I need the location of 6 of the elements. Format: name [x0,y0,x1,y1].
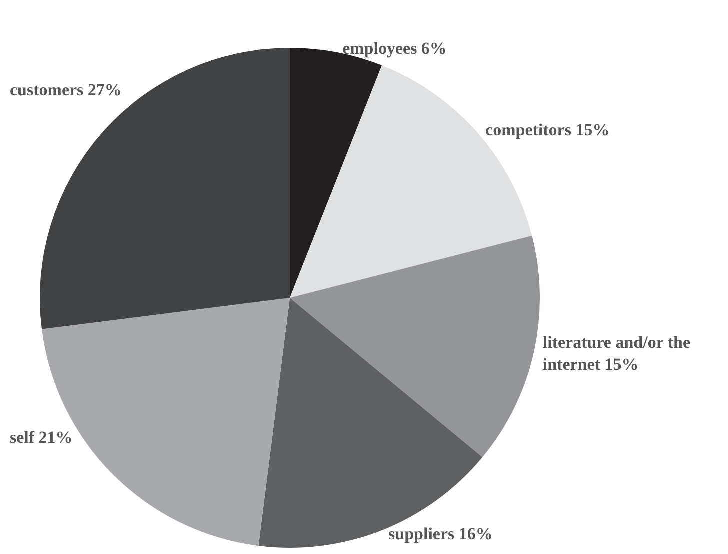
slice-label: competitors 15% [486,120,610,140]
slice-label: literature and/or the internet 15% [542,332,695,374]
slice-label: suppliers 16% [388,524,493,544]
slice-label: self 21% [10,428,73,448]
slice-label: customers 27% [10,80,122,100]
slice-label: employees 6% [342,39,447,58]
